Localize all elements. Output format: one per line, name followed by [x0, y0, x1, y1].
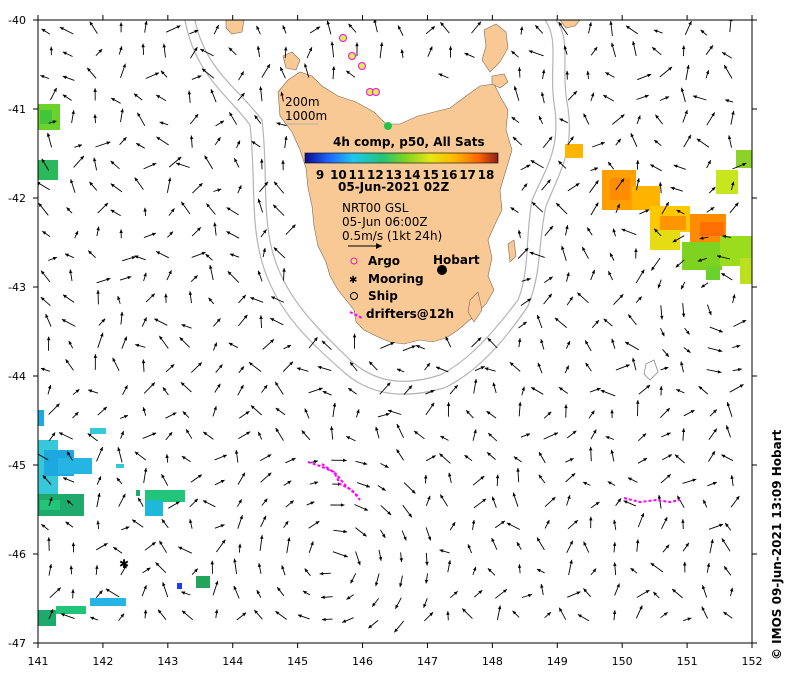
lat-tick-label: -44: [8, 370, 26, 383]
lon-tick-label: 144: [222, 655, 243, 668]
colorbar-tick-label: 14: [404, 168, 421, 182]
colorbar-ticks: 9 10 11 12 13 14 15 16 17 18: [316, 168, 495, 182]
lat-tick-label: -41: [8, 103, 26, 116]
lon-tick-label: 141: [28, 655, 49, 668]
lon-tick-label: 150: [612, 655, 633, 668]
three-hummock-island: [282, 51, 301, 71]
isobath-label-1000m: 1000m: [285, 109, 327, 123]
lat-tick-label: -46: [8, 548, 26, 561]
lat-tick-label: -43: [8, 281, 26, 294]
mooring-marker: ✱: [119, 557, 129, 571]
hobart-label: Hobart: [433, 253, 480, 267]
svg-text:✱: ✱: [119, 557, 129, 571]
colorbar-tick-label: 16: [441, 168, 458, 182]
colorbar-tick-label: 15: [422, 168, 439, 182]
tasmania-land: [277, 71, 513, 345]
lon-tick-label: 147: [417, 655, 438, 668]
colorbar-tick-label: 13: [385, 168, 402, 182]
colorbar-tick-label: 9: [316, 168, 324, 182]
colorbar-tick-label: 10: [330, 168, 347, 182]
colorbar-tick-label: 11: [349, 168, 366, 182]
argo-floats: [339, 34, 392, 130]
lon-tick-label: 149: [547, 655, 568, 668]
colorbar: [304, 152, 499, 164]
colorbar-tick-label: 17: [459, 168, 476, 182]
colorbar-tick-label: 18: [478, 168, 495, 182]
bruny-island: [467, 291, 483, 323]
maria-island: [507, 239, 517, 263]
legend-mooring-label: Mooring: [368, 272, 424, 286]
legend-ship-label: Ship: [368, 289, 398, 303]
lon-tick-label: 146: [352, 655, 373, 668]
isobath-200m-line: [194, 20, 557, 382]
current-vector-field: [38, 20, 747, 633]
victoria-coast: [559, 20, 581, 29]
drifter-tracks: [307, 461, 681, 504]
legend-mooring-symbol: ✱: [349, 275, 357, 286]
plot-frame: [37, 19, 753, 644]
lon-tick-label: 151: [677, 655, 698, 668]
cape-barren-island: [491, 73, 509, 89]
sst-patches-west: [38, 104, 210, 626]
current-scale: 0.5m/s (1kt 24h): [342, 229, 442, 243]
lon-tick-label: 152: [742, 655, 763, 668]
lon-tick-label: 145: [287, 655, 308, 668]
credit-label: © IMOS 09-Jun-2021 13:09 Hobart: [770, 429, 784, 660]
lon-tick-label: 142: [92, 655, 113, 668]
current-time: 05-Jun 06:00Z: [342, 215, 428, 229]
colorbar-tick-label: 12: [367, 168, 384, 182]
king-island: [225, 20, 245, 35]
lat-tick-label: -42: [8, 192, 26, 205]
lat-tick-label: -45: [8, 459, 26, 472]
legend-drifter-symbol: [349, 311, 363, 319]
legend-ship-symbol: [350, 292, 358, 300]
flinders-island: [481, 23, 509, 73]
legend-argo-label: Argo: [368, 254, 400, 268]
hobart-marker: [437, 265, 447, 275]
colorbar-title: 4h comp, p50, All Sats: [333, 135, 485, 149]
lat-tick-label: -47: [8, 637, 26, 650]
legend-argo-symbol: [350, 257, 358, 265]
scale-arrow: [348, 243, 382, 249]
lon-tick-label: 148: [482, 655, 503, 668]
current-product: NRT00 GSL: [342, 201, 409, 215]
legend-drifters-label: drifters@12h: [366, 307, 454, 321]
colorbar-date: 05-Jun-2021 02Z: [338, 180, 449, 194]
lat-tick-label: -40: [8, 14, 26, 27]
isobath-label-200m: 200m: [285, 95, 320, 109]
sst-patches-east: [565, 144, 752, 284]
small-rock: [643, 359, 659, 381]
lon-tick-label: 143: [157, 655, 178, 668]
